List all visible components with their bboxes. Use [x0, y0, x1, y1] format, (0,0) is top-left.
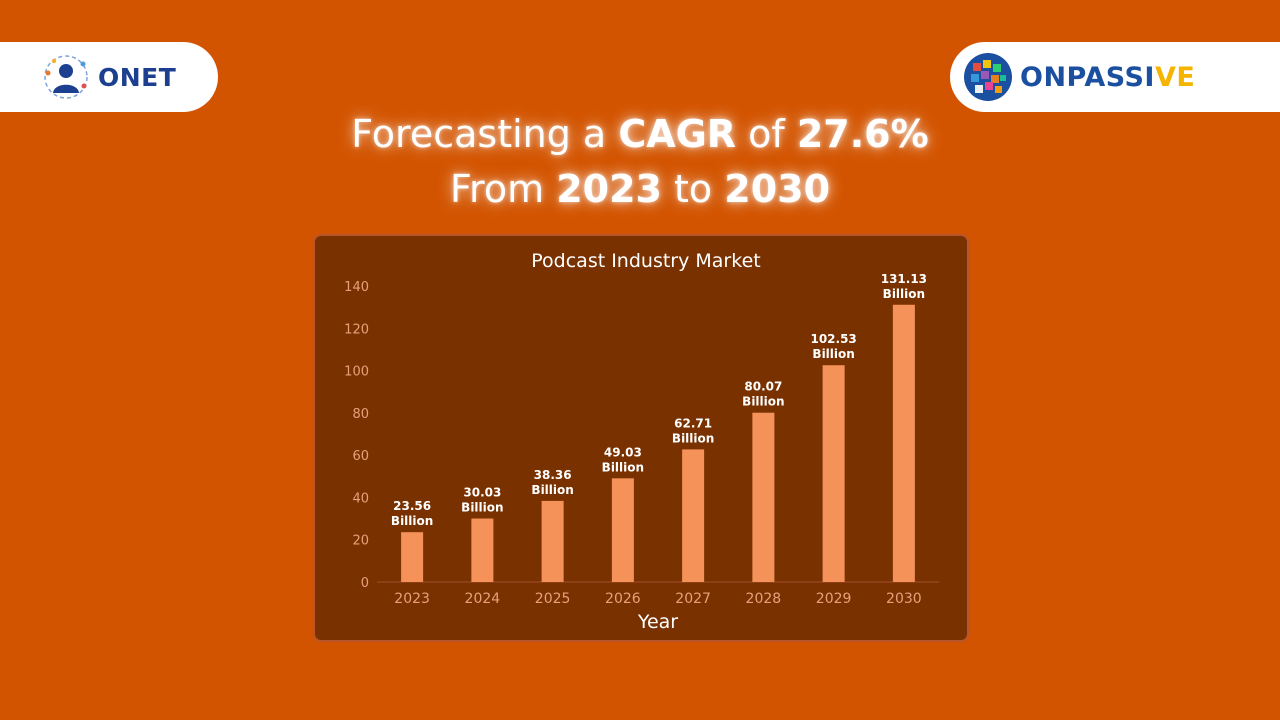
- y-tick-label: 60: [352, 449, 369, 464]
- x-tick-label: 2030: [886, 591, 922, 607]
- headline-2-mid: to: [661, 167, 725, 211]
- bar: [541, 500, 564, 582]
- x-tick-label: 2025: [535, 591, 571, 607]
- data-label-value: 30.03: [463, 486, 501, 500]
- headline-2-bold1: 2023: [556, 167, 662, 211]
- x-tick-label: 2026: [605, 591, 641, 607]
- headline-1-pre: Forecasting a: [351, 112, 619, 156]
- onet-person-icon: [44, 55, 88, 99]
- chart-panel: Podcast Industry Market 0 20 40 60 80 100 120 14…: [313, 234, 969, 642]
- data-label-unit: Billion: [742, 395, 784, 409]
- y-tick-label: 20: [352, 534, 369, 549]
- data-label-unit: Billion: [531, 483, 573, 497]
- data-label-unit: Billion: [883, 287, 925, 301]
- x-tick-label: 2027: [675, 591, 711, 607]
- bar: [682, 449, 705, 582]
- onpassive-logo: ONPASSIVE: [950, 42, 1280, 112]
- y-tick-label: 40: [352, 491, 369, 506]
- headline-1-bold1: CAGR: [618, 112, 737, 156]
- data-label-value: 102.53: [810, 332, 856, 346]
- headline-line-1: Forecasting a CAGR of 27.6%: [0, 112, 1280, 156]
- onpassive-logo-text: ONPASSIVE: [1020, 62, 1195, 93]
- data-label-value: 49.03: [604, 445, 642, 459]
- y-tick-label: 0: [361, 576, 369, 591]
- data-label-value: 80.07: [744, 380, 782, 394]
- y-tick-label: 100: [344, 365, 369, 380]
- headline-line-2: From 2023 to 2030: [0, 167, 1280, 211]
- data-label-value: 38.36: [534, 468, 572, 482]
- bar: [611, 478, 634, 582]
- x-tick-label: 2024: [465, 591, 501, 607]
- headline-2-bold2: 2030: [724, 167, 831, 211]
- data-label-value: 131.13: [881, 272, 927, 286]
- onpassive-logo-text-accent: VE: [1154, 61, 1196, 93]
- headline-2-pre: From: [449, 167, 557, 211]
- onpassive-logo-text-main: ONPASSI: [1020, 61, 1155, 93]
- y-tick-label: 140: [344, 280, 369, 295]
- data-label-unit: Billion: [461, 501, 503, 515]
- data-label-unit: Billion: [672, 431, 714, 445]
- bar: [401, 532, 424, 582]
- bar: [822, 365, 845, 582]
- bar: [752, 412, 775, 582]
- bar: [471, 518, 494, 582]
- y-tick-label: 80: [352, 407, 369, 422]
- bar-chart: Podcast Industry Market 0 20 40 60 80 100 120 14…: [344, 250, 939, 633]
- data-label-value: 23.56: [393, 499, 431, 513]
- data-label-unit: Billion: [391, 514, 433, 528]
- x-tick-label: 2028: [746, 591, 782, 607]
- x-tick-label: 2029: [816, 591, 852, 607]
- headline-1-mid: of: [736, 112, 797, 156]
- headline-1-bold2: 27.6%: [796, 112, 929, 156]
- y-tick-label: 120: [344, 322, 369, 337]
- data-label-unit: Billion: [812, 347, 854, 361]
- data-label-unit: Billion: [602, 460, 644, 474]
- x-axis-label: Year: [637, 611, 678, 633]
- chart-title: Podcast Industry Market: [531, 250, 760, 272]
- bar: [892, 304, 915, 582]
- onet-logo: ONET: [0, 42, 218, 112]
- x-tick-label: 2023: [394, 591, 430, 607]
- data-label-value: 62.71: [674, 416, 712, 430]
- onet-logo-text: ONET: [98, 62, 177, 92]
- onpassive-globe-icon: [964, 53, 1012, 101]
